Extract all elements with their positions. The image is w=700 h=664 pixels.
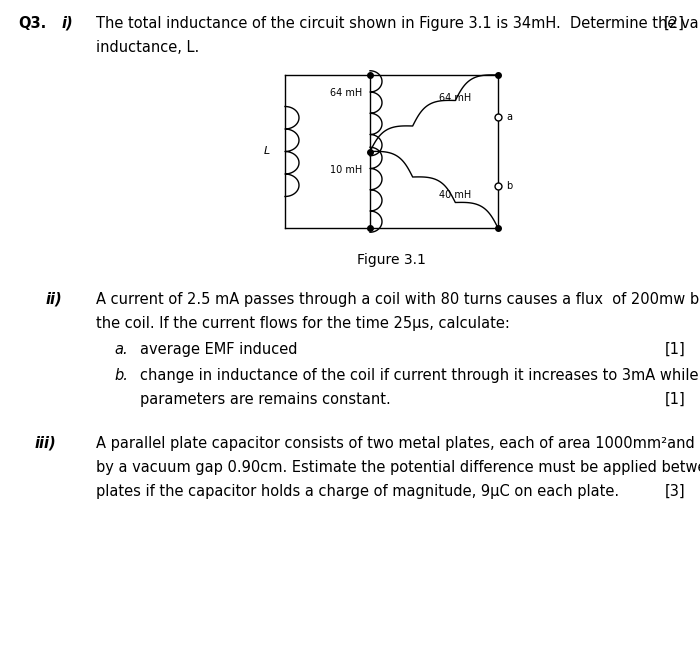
Text: [2]: [2] xyxy=(664,16,685,31)
Text: plates if the capacitor holds a charge of magnitude, 9μC on each plate.: plates if the capacitor holds a charge o… xyxy=(96,484,619,499)
Text: b.: b. xyxy=(114,368,128,383)
Text: a: a xyxy=(506,112,512,122)
Text: [1]: [1] xyxy=(664,342,685,357)
Text: 40 mH: 40 mH xyxy=(439,190,471,200)
Text: b: b xyxy=(506,181,512,191)
Text: inductance, L.: inductance, L. xyxy=(96,40,200,55)
Text: Q3.: Q3. xyxy=(18,16,46,31)
Text: [3]: [3] xyxy=(664,484,685,499)
Text: 64 mH: 64 mH xyxy=(330,88,362,98)
Text: parameters are remains constant.: parameters are remains constant. xyxy=(140,392,391,407)
Text: the coil. If the current flows for the time 25μs, calculate:: the coil. If the current flows for the t… xyxy=(96,316,510,331)
Text: by a vacuum gap 0.90cm. Estimate the potential difference must be applied betwee: by a vacuum gap 0.90cm. Estimate the pot… xyxy=(96,460,700,475)
Text: A parallel plate capacitor consists of two metal plates, each of area 1000mm²and: A parallel plate capacitor consists of t… xyxy=(96,436,700,451)
Text: iii): iii) xyxy=(35,436,57,451)
Text: Figure 3.1: Figure 3.1 xyxy=(357,253,426,267)
Text: a.: a. xyxy=(114,342,127,357)
Text: change in inductance of the coil if current through it increases to 3mA while ot: change in inductance of the coil if curr… xyxy=(140,368,700,383)
Text: 10 mH: 10 mH xyxy=(330,165,362,175)
Text: L: L xyxy=(264,147,270,157)
Text: The total inductance of the circuit shown in Figure 3.1 is 34mH.  Determine the : The total inductance of the circuit show… xyxy=(96,16,700,31)
Text: average EMF induced: average EMF induced xyxy=(140,342,298,357)
Text: A current of 2.5 mA passes through a coil with 80 turns causes a flux  of 200mw : A current of 2.5 mA passes through a coi… xyxy=(96,292,700,307)
Text: i): i) xyxy=(62,16,74,31)
Text: ii): ii) xyxy=(46,292,62,307)
Text: [1]: [1] xyxy=(664,392,685,407)
Text: 64 mH: 64 mH xyxy=(439,93,471,103)
